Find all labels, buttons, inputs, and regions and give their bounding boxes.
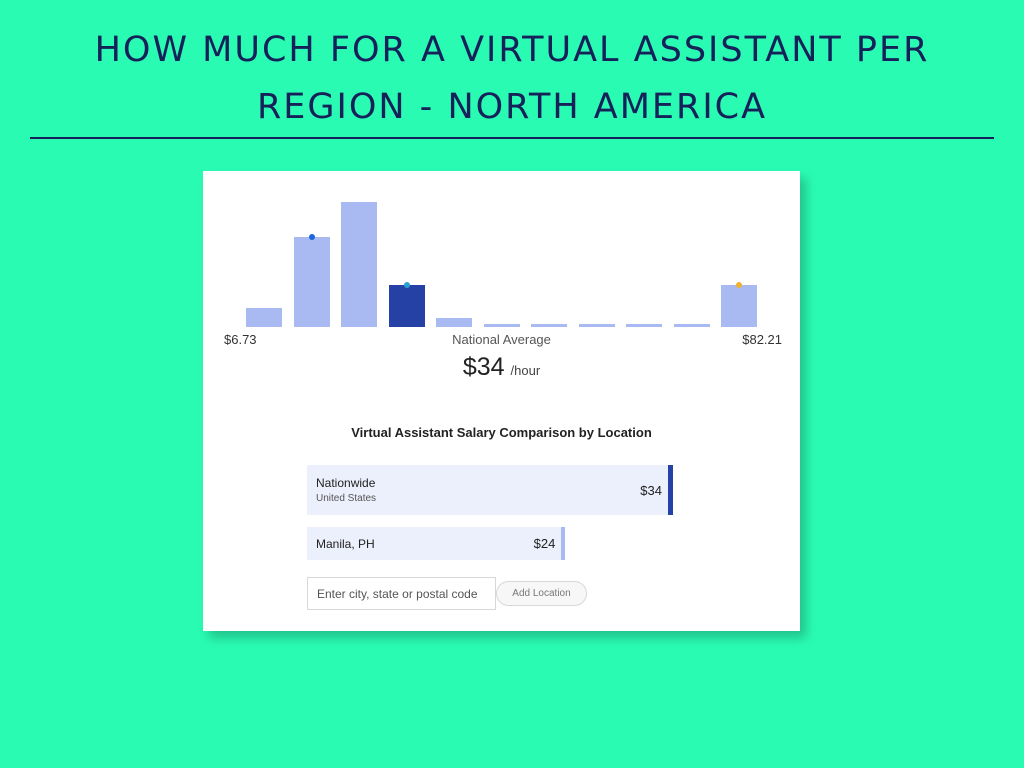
- location-bar-cap: [561, 527, 566, 560]
- histogram-bar: [341, 202, 377, 327]
- slide-title-line-2: REGION - NORTH AMERICA: [256, 87, 768, 127]
- salary-histogram: [203, 171, 800, 341]
- national-average-unit: /hour: [510, 363, 541, 378]
- location-bar-cap: [668, 465, 673, 515]
- histogram-bar: [388, 284, 425, 327]
- add-location-button[interactable]: Add Location: [496, 581, 587, 606]
- location-name: Nationwide: [316, 476, 376, 490]
- range-max-label: $82.21: [742, 332, 782, 347]
- location-search-input[interactable]: [307, 577, 496, 610]
- histogram-marker-dot: [308, 234, 315, 240]
- histogram-bar: [483, 323, 520, 327]
- salary-card: $6.73 National Average $82.21 $34/hour V…: [203, 171, 800, 631]
- national-average-value: $34/hour: [203, 353, 800, 382]
- slide-title-line-1: HOW MUCH FOR A VIRTUAL ASSISTANT PER: [94, 30, 930, 70]
- range-min-label: $6.73: [224, 332, 257, 347]
- location-sub: United States: [316, 493, 377, 504]
- national-average-label: National Average: [452, 332, 551, 347]
- histogram-bar: [626, 324, 662, 327]
- histogram-bar: [578, 324, 615, 327]
- histogram-bar: [246, 308, 282, 327]
- histogram-marker-dot: [403, 281, 410, 288]
- histogram-bar: [531, 323, 567, 327]
- location-value: $34: [640, 483, 662, 498]
- location-row-nationwide: Nationwide United States $34: [307, 465, 673, 515]
- title-divider: [30, 137, 994, 139]
- histogram-marker-dot: [736, 281, 742, 288]
- histogram-bar: [673, 324, 710, 327]
- location-row-manila: Manila, PH $24: [307, 527, 566, 560]
- location-value: $24: [533, 536, 556, 551]
- histogram-bar: [436, 318, 472, 327]
- histogram-bar: [293, 237, 330, 327]
- national-average-amount: $34: [462, 353, 505, 381]
- location-name: Manila, PH: [316, 537, 375, 551]
- slide-title: HOW MUCH FOR A VIRTUAL ASSISTANT PER REG…: [0, 22, 1024, 136]
- comparison-title: Virtual Assistant Salary Comparison by L…: [351, 425, 652, 440]
- histogram-bar: [721, 284, 757, 327]
